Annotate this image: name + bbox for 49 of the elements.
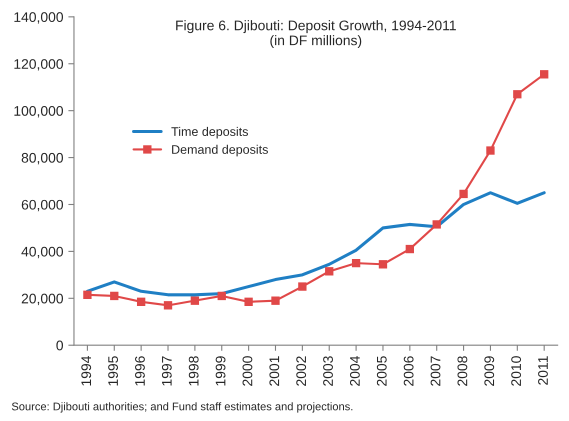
x-tick-label: 1994	[81, 356, 92, 386]
point	[540, 70, 548, 78]
point	[110, 292, 118, 300]
point	[298, 282, 307, 291]
y-tick-label: 0	[56, 340, 64, 350]
x-tick-label: 1995	[108, 356, 118, 386]
x-tick-label: 2004	[350, 356, 360, 386]
point	[325, 267, 334, 276]
point	[136, 298, 146, 306]
point	[406, 244, 414, 254]
point	[378, 260, 388, 268]
point	[83, 290, 92, 299]
x-tick-label: 1999	[216, 356, 226, 386]
point	[164, 301, 172, 310]
x-tick-label: 2005	[376, 356, 387, 386]
x-tick-label: 2011	[538, 356, 548, 385]
chart-title: Figure 6. Djibouti: Deposit Growth, 1994-2011	[176, 20, 456, 34]
x-tick-label: 1996	[135, 356, 145, 386]
point	[218, 292, 226, 300]
y-tick-label: 60,000	[22, 200, 64, 212]
legend-label: Demand deposits	[172, 144, 268, 156]
x-tick-label: 1998	[188, 356, 199, 386]
x-tick-label: 2009	[484, 356, 494, 386]
x-tick-label: 2007	[430, 356, 440, 386]
point	[271, 296, 280, 305]
x-tick-label: 2001	[269, 356, 280, 386]
y-tick-label: 20,000	[22, 294, 64, 306]
point	[432, 220, 441, 229]
x-tick-label: 1997	[162, 356, 172, 386]
point	[190, 296, 200, 305]
x-tick-label: 2010	[511, 356, 522, 386]
y-tick-label: 80,000	[22, 152, 64, 164]
y-tick-label: 40,000	[21, 246, 64, 258]
point	[352, 258, 360, 268]
point	[244, 298, 253, 306]
point	[459, 190, 468, 198]
x-tick-label: 2006	[404, 356, 414, 386]
y-tick-label: 120,000	[14, 59, 64, 71]
text: (in DF millions)	[270, 35, 362, 48]
point	[486, 146, 495, 155]
point	[513, 90, 522, 98]
y-tick-label: 140,000	[14, 12, 64, 24]
x-tick-label: 2003	[323, 356, 333, 386]
x-tick-label: 2000	[242, 356, 252, 386]
source-note: Source: Djibouti authorities; and Fund staff estimates and projections.	[12, 402, 352, 413]
x-tick-label: 2008	[457, 356, 468, 386]
x-tick-label: 2002	[296, 356, 306, 386]
y-tick-label: 100,000	[14, 106, 64, 118]
legend-label: Time deposits	[171, 126, 248, 138]
